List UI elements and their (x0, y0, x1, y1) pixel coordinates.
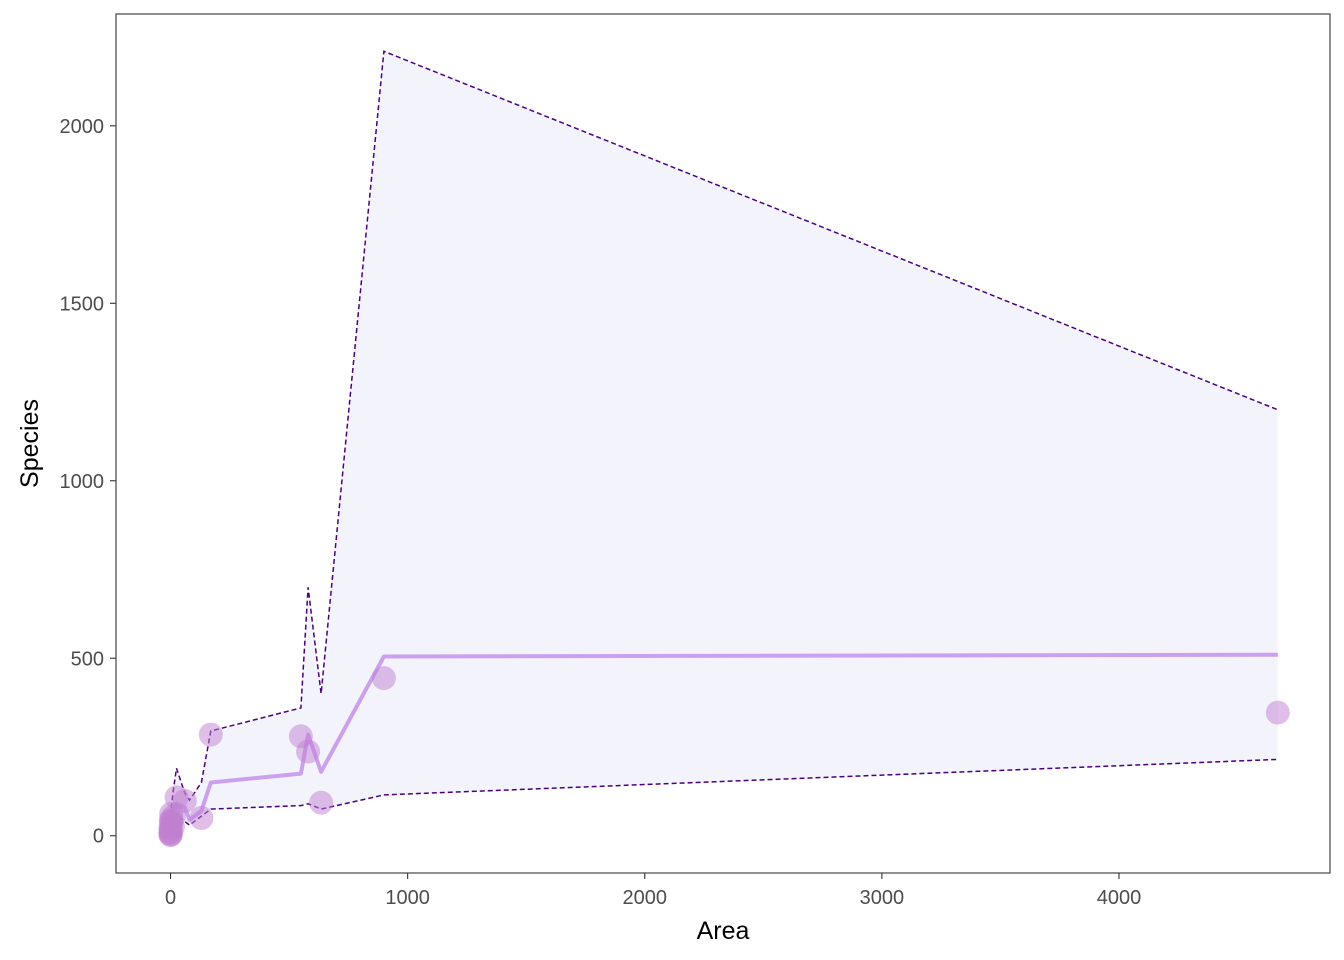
x-tick-label: 2000 (623, 887, 668, 909)
x-axis: 0 1000 2000 3000 4000 (165, 873, 1141, 909)
y-tick-label: 2000 (60, 116, 105, 138)
y-axis: 0 500 1000 1500 2000 (60, 116, 116, 848)
y-tick-label: 500 (71, 648, 104, 670)
data-point (1265, 700, 1290, 725)
data-point (296, 739, 321, 764)
y-tick-label: 0 (93, 826, 104, 848)
x-axis-title: Area (697, 917, 750, 945)
x-tick-label: 3000 (860, 887, 905, 909)
data-point (198, 722, 223, 747)
x-tick-label: 0 (165, 887, 176, 909)
data-point (309, 790, 334, 815)
band-fill (170, 51, 1278, 835)
y-tick-label: 1000 (60, 471, 105, 493)
upper-bound-line (169, 50, 1279, 817)
x-tick-label: 1000 (385, 887, 430, 909)
data-point (172, 788, 197, 813)
data-point (189, 806, 214, 830)
point-layer (158, 666, 1290, 847)
y-tick-label: 1500 (60, 293, 105, 315)
x-tick-label: 4000 (1097, 887, 1142, 909)
data-point (371, 666, 396, 691)
y-axis-title: Species (16, 399, 44, 488)
